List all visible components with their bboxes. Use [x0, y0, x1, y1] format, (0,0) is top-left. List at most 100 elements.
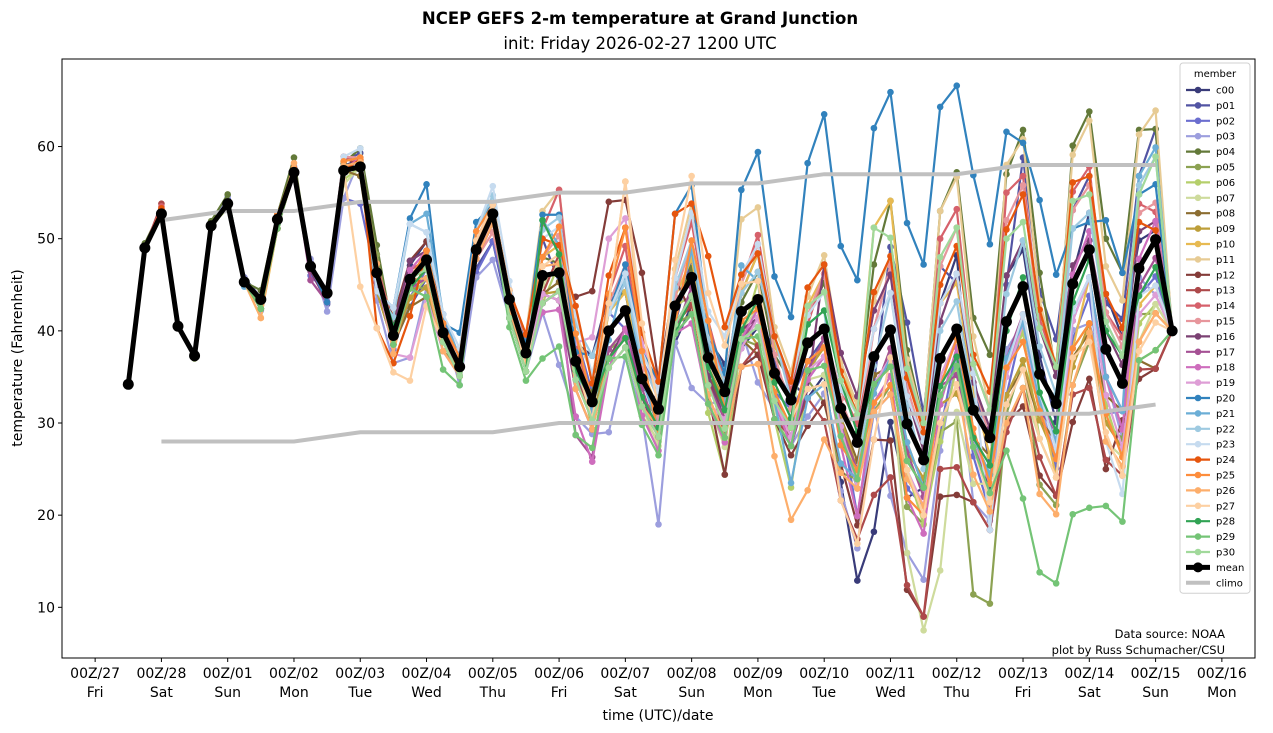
member-point — [1069, 354, 1077, 361]
legend-swatch-marker — [1194, 86, 1202, 94]
member-point — [423, 293, 430, 301]
x-tick-label-day: Tue — [347, 685, 372, 701]
member-point — [588, 444, 596, 452]
legend-swatch-marker — [1194, 179, 1202, 186]
member-point — [1069, 262, 1077, 269]
mean-point — [437, 327, 449, 339]
member-point — [903, 466, 911, 474]
member-point — [406, 312, 414, 320]
member-point — [1086, 384, 1093, 392]
member-point — [903, 549, 911, 557]
legend-title: member — [1194, 69, 1237, 80]
member-point — [555, 223, 563, 231]
member-point — [936, 419, 944, 427]
mean-point — [901, 418, 913, 430]
member-point — [771, 273, 778, 280]
member-point — [1102, 502, 1110, 510]
member-point — [787, 484, 795, 491]
x-tick-label-time: 00Z/28 — [136, 666, 186, 682]
member-point — [953, 491, 961, 499]
member-point — [970, 360, 977, 368]
member-point — [1019, 126, 1027, 134]
member-point — [1069, 179, 1077, 186]
legend-label: p16 — [1216, 332, 1235, 343]
member-point — [854, 485, 861, 492]
mean-point — [520, 347, 532, 359]
member-point — [572, 330, 579, 337]
mean-point — [255, 294, 267, 306]
legend-entry-p04: p04 — [1186, 147, 1235, 158]
legend-entry-p19: p19 — [1186, 378, 1235, 389]
member-point — [754, 148, 762, 156]
member-point — [572, 413, 579, 420]
mean-point — [155, 208, 167, 220]
member-point — [820, 436, 828, 443]
legend-label: p17 — [1216, 347, 1235, 358]
author-credit: plot by Russ Schumacher/CSU — [1052, 643, 1225, 657]
member-point — [622, 334, 629, 342]
legend-swatch-marker — [1194, 302, 1202, 309]
member-point — [1036, 389, 1043, 396]
member-point — [754, 323, 762, 331]
member-point — [622, 344, 629, 351]
x-tick-label-day: Sun — [214, 685, 241, 701]
member-point — [1135, 357, 1143, 364]
member-point — [870, 224, 878, 231]
legend-entry-p15: p15 — [1186, 317, 1235, 328]
member-point — [1152, 310, 1159, 317]
member-point — [406, 266, 414, 274]
legend-entry-c00: c00 — [1186, 86, 1234, 97]
member-point — [1152, 319, 1159, 326]
mean-point — [387, 329, 399, 341]
member-point — [555, 251, 563, 258]
member-point — [820, 307, 828, 314]
mean-point — [1067, 278, 1079, 290]
member-point — [423, 228, 430, 236]
mean-point — [934, 353, 946, 364]
member-point — [986, 600, 994, 607]
member-point — [970, 480, 977, 488]
member-point — [572, 385, 579, 393]
member-point — [1152, 263, 1159, 271]
legend-swatch-marker — [1194, 132, 1202, 140]
member-point — [920, 484, 927, 491]
member-point — [936, 392, 944, 399]
member-point — [754, 268, 762, 276]
y-axis: 10 20 30 40 50 60 — [37, 140, 62, 616]
member-point — [820, 251, 828, 259]
member-point — [1086, 172, 1093, 180]
legend-swatch-marker — [1194, 517, 1202, 525]
member-point — [605, 235, 613, 242]
member-point — [588, 352, 596, 360]
member-point — [936, 382, 944, 390]
chart-subtitle: init: Friday 2026-02-27 1200 UTC — [503, 34, 777, 53]
member-point — [903, 365, 911, 372]
legend-label: p13 — [1216, 286, 1235, 297]
legend-swatch-marker — [1194, 317, 1202, 325]
member-point — [1019, 338, 1027, 346]
member-point — [1152, 282, 1159, 289]
member-point — [738, 363, 745, 371]
member-point — [1135, 131, 1143, 138]
member-point — [787, 378, 795, 385]
member-point — [820, 381, 828, 388]
legend-swatch-marker — [1193, 562, 1203, 573]
x-tick-label-day: Sat — [150, 685, 173, 701]
member-point — [721, 342, 729, 349]
mean-point — [122, 378, 134, 390]
member-point — [953, 362, 961, 370]
mean-point — [835, 402, 847, 414]
member-point — [1036, 568, 1043, 576]
legend-label: p18 — [1216, 363, 1235, 374]
member-point — [1052, 580, 1060, 587]
member-point — [406, 215, 414, 222]
member-point — [887, 289, 894, 297]
member-point — [638, 403, 646, 410]
member-point — [721, 425, 729, 432]
member-point — [854, 540, 861, 548]
member-point — [704, 252, 712, 260]
member-point — [754, 379, 762, 386]
x-tick-label-time: 00Z/14 — [1064, 666, 1114, 682]
x-tick-label-time: 00Z/11 — [866, 666, 916, 682]
legend-label: p26 — [1216, 486, 1235, 497]
